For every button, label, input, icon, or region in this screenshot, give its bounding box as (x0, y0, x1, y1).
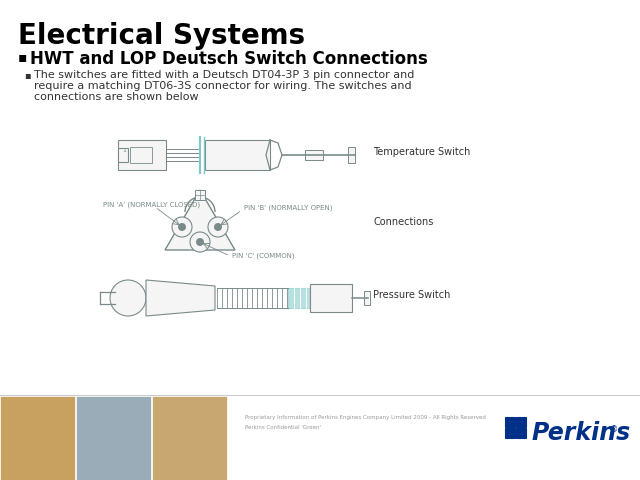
Text: Electrical Systems: Electrical Systems (18, 22, 305, 50)
Bar (310, 284, 352, 312)
Circle shape (208, 217, 228, 237)
Circle shape (190, 232, 210, 252)
Text: Temperature Switch: Temperature Switch (373, 147, 470, 157)
Text: ®: ® (610, 425, 618, 434)
Bar (118, 148, 128, 162)
Bar (505, 417, 515, 427)
Text: Proprietary Information of Perkins Engines Company Limited 2009 - All Rights Res: Proprietary Information of Perkins Engin… (245, 415, 486, 420)
Text: Perkins Confidential 'Green': Perkins Confidential 'Green' (245, 425, 321, 430)
Bar (348, 147, 355, 163)
Text: PIN 'C' (COMMON): PIN 'C' (COMMON) (232, 253, 294, 259)
Bar (130, 147, 152, 163)
Circle shape (178, 223, 186, 231)
Bar (195, 190, 205, 200)
Text: ▪: ▪ (18, 50, 28, 64)
Text: 1: 1 (122, 147, 126, 153)
Polygon shape (146, 280, 215, 316)
Text: connections are shown below: connections are shown below (34, 92, 198, 102)
Bar (76, 396, 151, 480)
Bar (516, 428, 526, 438)
Text: The switches are fitted with a Deutsch DT04-3P 3 pin connector and: The switches are fitted with a Deutsch D… (34, 70, 414, 80)
Text: Pressure Switch: Pressure Switch (373, 290, 451, 300)
Bar (118, 140, 166, 170)
Bar (288, 288, 310, 308)
Text: PIN 'A' (NORMALLY CLOSED): PIN 'A' (NORMALLY CLOSED) (103, 202, 200, 208)
Circle shape (196, 238, 204, 246)
Bar (516, 417, 526, 427)
Bar (0, 396, 75, 480)
Text: PIN 'B' (NORMALLY OPEN): PIN 'B' (NORMALLY OPEN) (244, 205, 333, 211)
Circle shape (214, 223, 222, 231)
Bar (205, 140, 270, 170)
Text: Perkins: Perkins (532, 421, 631, 445)
Circle shape (110, 280, 146, 316)
Text: require a matching DT06-3S connector for wiring. The switches and: require a matching DT06-3S connector for… (34, 81, 412, 91)
Text: HWT and LOP Deutsch Switch Connections: HWT and LOP Deutsch Switch Connections (30, 50, 428, 68)
Text: ▪: ▪ (24, 70, 31, 80)
Circle shape (172, 217, 192, 237)
Bar (364, 291, 370, 305)
Text: Connections: Connections (373, 217, 433, 227)
Bar (505, 428, 515, 438)
Bar (305, 150, 323, 160)
Polygon shape (165, 190, 235, 250)
Bar (152, 396, 227, 480)
